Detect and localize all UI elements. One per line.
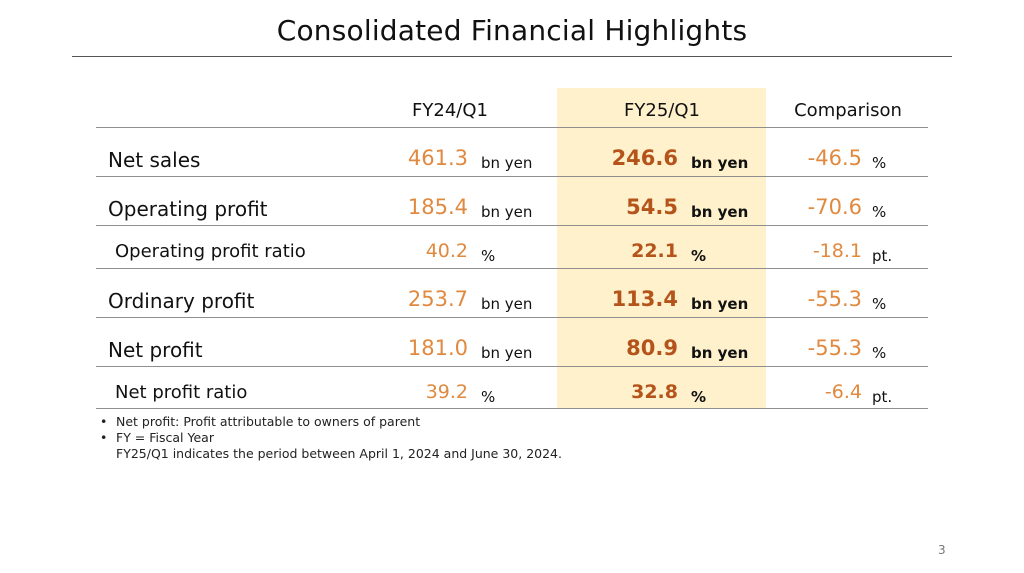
table-bottom-rule	[96, 408, 928, 409]
row-label: Operating profit ratio	[115, 241, 306, 262]
row-divider	[96, 317, 928, 318]
row-label: Operating profit	[108, 197, 268, 221]
unit-fy25q1: %	[691, 247, 707, 265]
unit-comparison: %	[872, 154, 887, 172]
unit-fy25q1: bn yen	[691, 203, 749, 221]
unit-fy24q1: bn yen	[481, 295, 533, 313]
value-fy24q1: 185.4	[407, 195, 468, 219]
value-fy25q1: 32.8	[631, 381, 678, 403]
row-label: Net sales	[108, 148, 201, 172]
row-label: Net profit	[108, 338, 203, 362]
value-fy25q1: 22.1	[631, 240, 678, 262]
bullet-icon: •	[100, 414, 108, 429]
unit-fy25q1: bn yen	[691, 154, 749, 172]
footnote-text: Net profit: Profit attributable to owner…	[116, 414, 421, 429]
value-fy24q1: 40.2	[425, 240, 468, 262]
row-divider	[96, 225, 928, 226]
unit-comparison: pt.	[872, 247, 893, 265]
value-comparison: -55.3	[807, 287, 862, 311]
row-divider	[96, 268, 928, 269]
value-fy24q1: 39.2	[425, 381, 468, 403]
unit-fy24q1: %	[481, 388, 496, 406]
footnote-item: FY25/Q1 indicates the period between Apr…	[100, 446, 562, 462]
value-fy25q1: 54.5	[626, 195, 678, 219]
footnotes: • Net profit: Profit attributable to owne…	[100, 414, 562, 462]
row-divider	[96, 366, 928, 367]
value-fy24q1: 253.7	[407, 287, 468, 311]
unit-fy24q1: bn yen	[481, 203, 533, 221]
bullet-icon: •	[100, 430, 108, 445]
footnote-text: FY25/Q1 indicates the period between Apr…	[116, 446, 562, 461]
value-comparison: -70.6	[807, 195, 862, 219]
unit-comparison: %	[872, 344, 887, 362]
unit-fy25q1: %	[691, 388, 707, 406]
value-fy25q1: 113.4	[611, 287, 678, 311]
unit-fy24q1: bn yen	[481, 154, 533, 172]
header-fy24q1: FY24/Q1	[412, 100, 488, 121]
footnote-text: FY = Fiscal Year	[116, 430, 214, 445]
page-title: Consolidated Financial Highlights	[276, 14, 748, 47]
value-fy25q1: 80.9	[626, 336, 678, 360]
unit-comparison: %	[872, 295, 887, 313]
row-label: Net profit ratio	[115, 382, 248, 403]
title-divider	[72, 56, 952, 57]
page-number: 3	[938, 543, 946, 557]
unit-fy25q1: bn yen	[691, 344, 749, 362]
value-fy24q1: 461.3	[407, 146, 468, 170]
value-fy24q1: 181.0	[407, 336, 468, 360]
header-fy25q1: FY25/Q1	[624, 100, 700, 121]
footnote-item: • FY = Fiscal Year	[100, 430, 562, 446]
header-comparison: Comparison	[794, 100, 902, 121]
value-fy25q1: 246.6	[611, 146, 678, 170]
value-comparison: -46.5	[807, 146, 862, 170]
header-rule	[96, 127, 928, 128]
unit-comparison: %	[872, 203, 887, 221]
unit-fy25q1: bn yen	[691, 295, 749, 313]
unit-fy24q1: %	[481, 247, 496, 265]
row-divider	[96, 176, 928, 177]
value-comparison: -18.1	[812, 240, 862, 262]
value-comparison: -55.3	[807, 336, 862, 360]
current-period-highlight	[557, 88, 766, 409]
footnote-item: • Net profit: Profit attributable to owne…	[100, 414, 562, 430]
unit-comparison: pt.	[872, 388, 893, 406]
row-label: Ordinary profit	[108, 289, 255, 313]
value-comparison: -6.4	[824, 381, 862, 403]
unit-fy24q1: bn yen	[481, 344, 533, 362]
